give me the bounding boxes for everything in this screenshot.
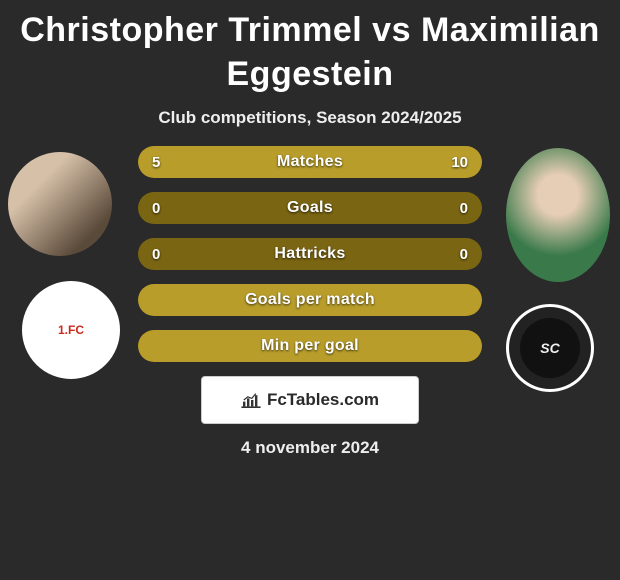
stat-row: Goals per match [138, 284, 482, 316]
watermark-text: FcTables.com [267, 390, 379, 410]
subtitle: Club competitions, Season 2024/2025 [0, 108, 620, 128]
sc-freiburg-crest-icon: SC [520, 318, 580, 378]
stat-label: Goals [138, 192, 482, 224]
player-right-photo [506, 148, 610, 282]
player-left-photo [8, 152, 112, 256]
comparison-panel: 1.FC SC 510Matches 00Goals 00Hattricks Goal… [0, 146, 620, 458]
page-title: Christopher Trimmel vs Maximilian Eggest… [20, 8, 600, 96]
stat-label: Matches [138, 146, 482, 178]
stat-row: Min per goal [138, 330, 482, 362]
date-text: 4 november 2024 [20, 438, 600, 458]
watermark-badge: FcTables.com [201, 376, 419, 424]
stat-label: Goals per match [138, 284, 482, 316]
club-left-logo: 1.FC [22, 281, 120, 379]
stat-row: 00Goals [138, 192, 482, 224]
stat-row: 00Hattricks [138, 238, 482, 270]
stat-label: Min per goal [138, 330, 482, 362]
chart-icon [241, 392, 261, 408]
stat-row: 510Matches [138, 146, 482, 178]
union-berlin-crest-icon: 1.FC [41, 310, 101, 350]
stat-bars: 510Matches 00Goals 00Hattricks Goals per ma… [138, 146, 482, 362]
stat-label: Hattricks [138, 238, 482, 270]
club-right-logo: SC [506, 304, 594, 392]
